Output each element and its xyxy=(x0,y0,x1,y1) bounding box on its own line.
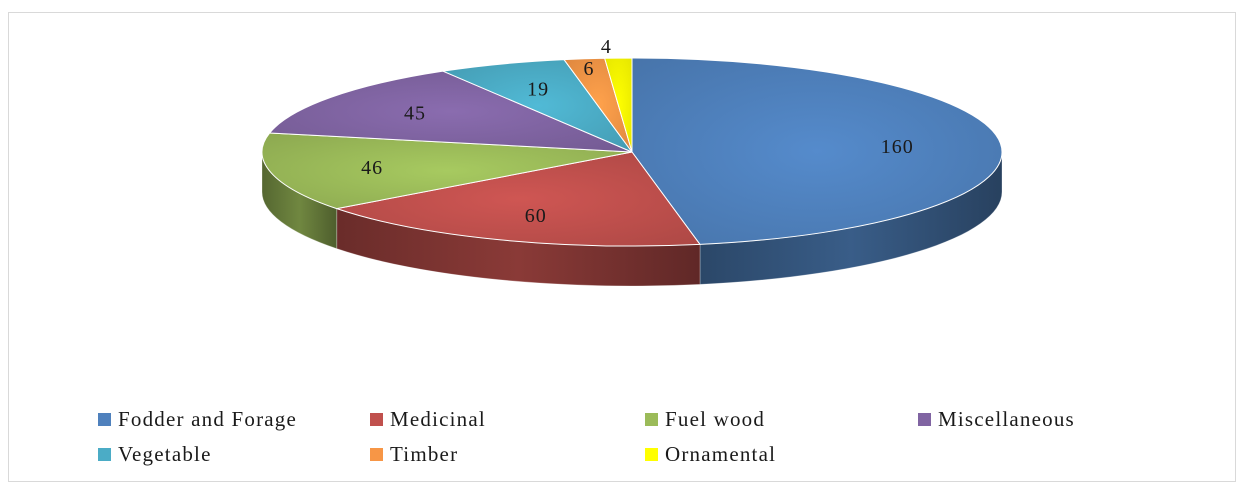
pie-slice-vegetable xyxy=(442,59,633,153)
pie-slice-medicinal xyxy=(336,151,701,247)
data-label-medicinal: 60 xyxy=(525,205,547,227)
data-label-fodder-and-forage: 160 xyxy=(881,136,914,158)
data-label-timber: 6 xyxy=(584,58,595,80)
data-label-ornamental: 4 xyxy=(601,36,612,58)
pie-slice-miscellaneous xyxy=(269,70,633,153)
data-label-miscellaneous: 45 xyxy=(404,103,426,125)
pie-slices xyxy=(261,57,1003,247)
data-label-fuel-wood: 46 xyxy=(361,157,383,179)
pie-slice-fuel-wood xyxy=(261,132,633,210)
pie-slice-fodder-and-forage xyxy=(631,57,1003,245)
data-label-vegetable: 19 xyxy=(527,79,549,101)
data-labels: 160 60 46 45 19 64 xyxy=(361,36,914,227)
pie-slice-ornamental xyxy=(604,57,633,153)
